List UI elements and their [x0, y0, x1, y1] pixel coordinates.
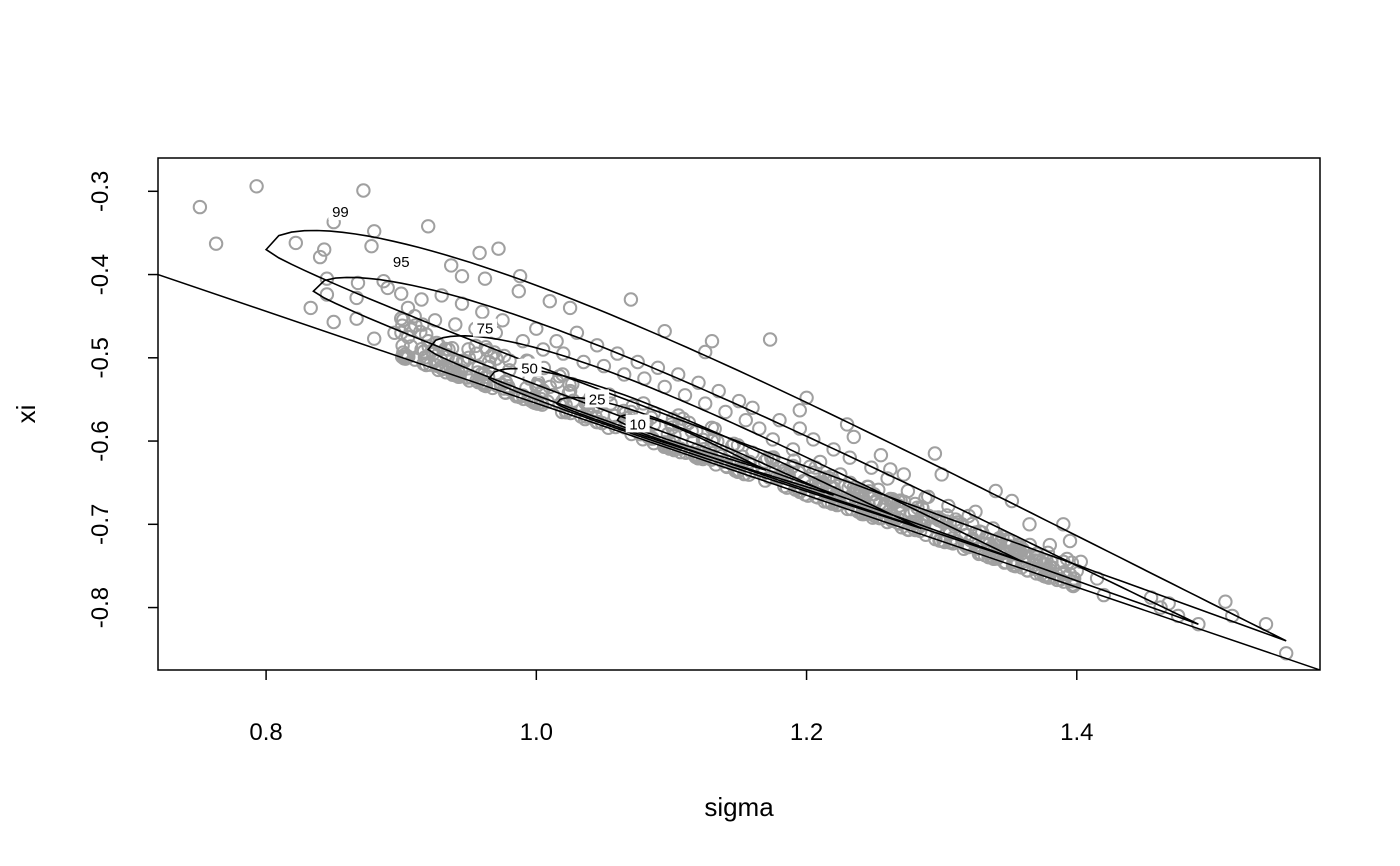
- data-point: [699, 397, 711, 409]
- data-point: [496, 314, 508, 326]
- data-point: [395, 288, 407, 300]
- support-boundary-line: [158, 275, 1320, 670]
- contour-label-50: 50: [521, 361, 538, 378]
- data-point: [456, 270, 468, 282]
- contour-75: [428, 336, 1023, 562]
- data-point: [848, 431, 860, 443]
- data-point: [445, 259, 457, 271]
- y-tick-label: -0.7: [87, 504, 114, 545]
- data-point: [318, 243, 330, 255]
- data-point: [449, 318, 461, 330]
- data-point: [513, 285, 525, 297]
- data-point: [290, 237, 302, 249]
- data-point: [898, 468, 910, 480]
- y-tick-label: -0.3: [87, 171, 114, 212]
- data-point: [210, 238, 222, 250]
- data-point: [314, 251, 326, 263]
- data-point: [328, 316, 340, 328]
- contour-label-10: 10: [629, 416, 646, 433]
- data-point: [473, 247, 485, 259]
- data-point: [422, 220, 434, 232]
- contour-label-99: 99: [332, 204, 349, 221]
- data-point: [476, 306, 488, 318]
- data-point: [368, 333, 380, 345]
- data-point: [544, 295, 556, 307]
- boundary-lines: [158, 275, 1320, 670]
- y-axis-title: xi: [11, 405, 41, 424]
- contour-label-75: 75: [477, 321, 494, 338]
- data-point: [564, 302, 576, 314]
- data-point: [1064, 535, 1076, 547]
- scatter-points: [194, 180, 1293, 659]
- contour-99: [266, 231, 1286, 641]
- data-point: [1023, 518, 1035, 530]
- contours: 99 95 75 50 25 10: [266, 202, 1286, 641]
- data-point: [492, 243, 504, 255]
- data-point: [740, 414, 752, 426]
- x-tick-label: 0.8: [249, 719, 282, 746]
- data-point: [305, 302, 317, 314]
- data-point: [250, 180, 262, 192]
- data-point: [194, 201, 206, 213]
- y-tick-label: -0.5: [87, 337, 114, 378]
- x-axis-title: sigma: [704, 792, 774, 822]
- data-point: [415, 293, 427, 305]
- data-point: [929, 447, 941, 459]
- data-point: [713, 385, 725, 397]
- data-point: [706, 335, 718, 347]
- x-tick-label: 1.0: [520, 719, 553, 746]
- data-point: [865, 462, 877, 474]
- data-point: [719, 406, 731, 418]
- contour-label-95: 95: [393, 254, 410, 271]
- data-point: [875, 449, 887, 461]
- data-point: [365, 240, 377, 252]
- x-tick-label: 1.2: [790, 719, 823, 746]
- y-tick-label: -0.6: [87, 420, 114, 461]
- data-point: [1219, 596, 1231, 608]
- contour-label-25: 25: [589, 391, 606, 408]
- y-tick-label: -0.4: [87, 254, 114, 295]
- data-point: [550, 335, 562, 347]
- axes: 0.8 1.0 1.2 1.4 -0.3 -0.4 -0.5 -0.6 -0.7 -0.8: [87, 171, 1093, 746]
- data-point: [357, 184, 369, 196]
- x-tick-label: 1.4: [1060, 719, 1093, 746]
- y-tick-label: -0.8: [87, 587, 114, 628]
- data-point: [764, 333, 776, 345]
- data-point: [479, 273, 491, 285]
- data-point: [625, 293, 637, 305]
- data-point: [794, 404, 806, 416]
